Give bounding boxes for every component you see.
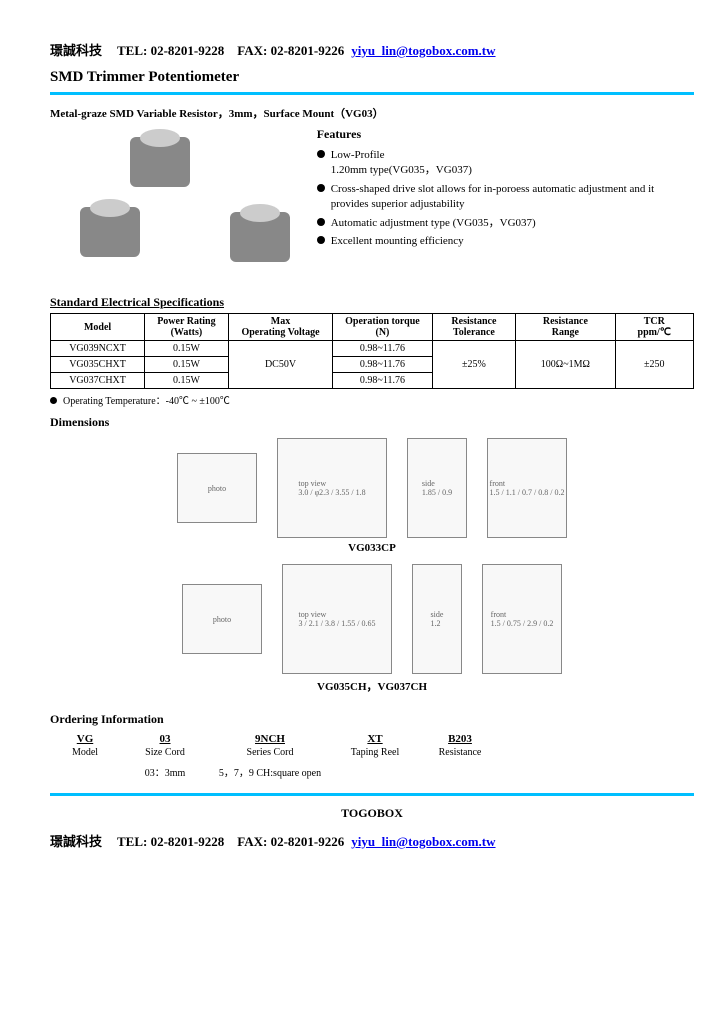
spec-col-header: ResistanceRange xyxy=(516,314,615,341)
ord-head: VG xyxy=(50,733,120,745)
ord-head: 03 xyxy=(120,733,210,745)
ord-detail xyxy=(420,764,500,779)
footer-brand: TOGOBOX xyxy=(50,806,694,821)
ord-detail: 5，7，9 CH:square open xyxy=(210,764,330,779)
ordering-heading: Ordering Information xyxy=(50,712,694,727)
page-title: SMD Trimmer Potentiometer xyxy=(50,69,694,86)
features-list: Features Low-Profile1.20mm type(VG035，VG… xyxy=(317,127,694,287)
footer-email-link[interactable]: yiyu_lin@togobox.com.tw xyxy=(351,834,495,849)
ord-sub: Series Cord xyxy=(210,747,330,758)
subtitle: Metal-graze SMD Variable Resistor，3mm，Su… xyxy=(50,105,694,121)
dim-label-2: VG035CH，VG037CH xyxy=(317,678,427,694)
ord-sub: Size Cord xyxy=(120,747,210,758)
ord-head: B203 xyxy=(420,733,500,745)
divider-top xyxy=(50,92,694,95)
ord-detail: 03：3mm xyxy=(120,764,210,779)
ordering-info: VG039NCHXTB203 ModelSize CordSeries Cord… xyxy=(50,733,694,779)
table-row: VG039NCXT0.15WDC50V0.98~11.76±25%100Ω~1M… xyxy=(51,341,694,357)
company-name: 璟誠科技 xyxy=(50,43,102,58)
product-images xyxy=(50,127,297,287)
spec-table: ModelPower Rating(Watts)MaxOperating Vol… xyxy=(50,313,694,389)
bullet-icon xyxy=(317,236,325,244)
bullet-icon xyxy=(317,184,325,192)
feature-item: Cross-shaped drive slot allows for in-po… xyxy=(317,182,694,213)
bullet-icon xyxy=(317,218,325,226)
feature-item: Excellent mounting efficiency xyxy=(317,234,694,249)
spec-col-header: TCRppm/℃ xyxy=(615,314,693,341)
feature-item: Low-Profile1.20mm type(VG035，VG037) xyxy=(317,148,694,179)
header: 璟誠科技 TEL: 02-8201-9228 FAX: 02-8201-9226… xyxy=(50,40,694,59)
ord-detail xyxy=(50,764,120,779)
dim-label-1: VG033CP xyxy=(348,542,396,554)
ord-head: XT xyxy=(330,733,420,745)
ord-sub: Model xyxy=(50,747,120,758)
divider-bottom xyxy=(50,793,694,796)
email-link[interactable]: yiyu_lin@togobox.com.tw xyxy=(351,43,495,58)
feature-item: Automatic adjustment type (VG035，VG037) xyxy=(317,216,694,231)
dimensions-heading: Dimensions xyxy=(50,415,694,430)
ord-detail xyxy=(330,764,420,779)
features-heading: Features xyxy=(317,127,694,142)
ord-sub: Taping Reel xyxy=(330,747,420,758)
operating-temp-note: Operating Temperature：-40℃ ~ ±100℃ xyxy=(50,392,694,407)
dimensions-diagrams: photo top view3.0 / φ2.3 / 3.55 / 1.8 si… xyxy=(50,438,694,704)
ord-head: 9NCH xyxy=(210,733,330,745)
bullet-icon xyxy=(317,150,325,158)
spec-heading: Standard Electrical Specifications xyxy=(50,295,694,310)
ord-sub: Resistance xyxy=(420,747,500,758)
spec-col-header: ResistanceTolerance xyxy=(432,314,516,341)
fax: FAX: 02-8201-9226 xyxy=(237,43,344,58)
spec-col-header: Power Rating(Watts) xyxy=(145,314,229,341)
footer-contact: 璟誠科技 TEL: 02-8201-9228 FAX: 02-8201-9226… xyxy=(50,831,694,850)
spec-col-header: Operation torque(N) xyxy=(333,314,432,341)
spec-col-header: MaxOperating Voltage xyxy=(228,314,333,341)
spec-col-header: Model xyxy=(51,314,145,341)
tel: TEL: 02-8201-9228 xyxy=(117,43,224,58)
